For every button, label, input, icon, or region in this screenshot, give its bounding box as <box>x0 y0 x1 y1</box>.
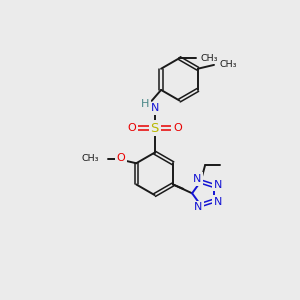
Text: CH₃: CH₃ <box>219 60 236 69</box>
Text: N: N <box>214 179 222 190</box>
Text: N: N <box>214 197 222 207</box>
Text: O: O <box>128 123 136 133</box>
Text: O: O <box>116 153 125 163</box>
Text: N: N <box>150 103 159 113</box>
Text: N: N <box>194 202 202 212</box>
Text: S: S <box>150 122 159 135</box>
Text: H: H <box>141 99 149 109</box>
Text: CH₃: CH₃ <box>201 54 218 63</box>
Text: O: O <box>173 123 182 133</box>
Text: N: N <box>193 174 201 184</box>
Text: CH₃: CH₃ <box>82 154 99 163</box>
